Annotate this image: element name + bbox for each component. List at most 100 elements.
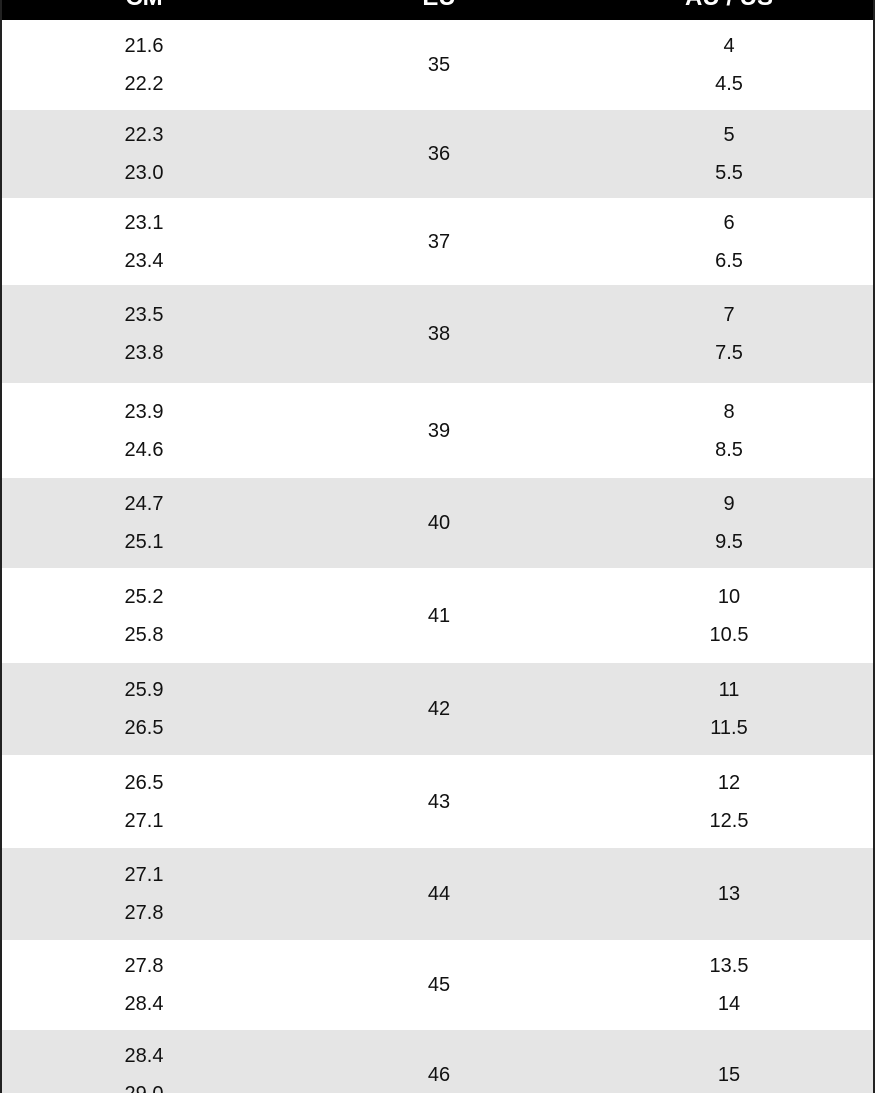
cm-value: 28.4 [124, 993, 164, 1015]
cm-cell: 27.8 28.4 [24, 940, 264, 1030]
cm-cell: 23.5 23.8 [24, 285, 264, 383]
cm-value: 22.2 [124, 73, 164, 95]
cm-cell: 25.2 25.8 [24, 568, 264, 663]
cm-value: 23.0 [124, 162, 164, 184]
au-cell: 13.5 14 [609, 940, 849, 1030]
au-value: 6.5 [715, 249, 743, 272]
eu-value: 41 [427, 604, 451, 627]
table-row: 28.4 29.0 46 15 [2, 1030, 873, 1093]
au-value: 4.5 [715, 73, 743, 95]
eu-cell: 43 [319, 755, 559, 848]
cm-value: 26.5 [124, 771, 164, 794]
au-value: 7.5 [715, 342, 743, 364]
au-value: 9 [723, 493, 735, 515]
cm-value: 25.1 [124, 531, 164, 553]
cm-value: 28.4 [124, 1045, 164, 1067]
header-cell: EU [319, 0, 559, 20]
eu-cell: 44 [319, 848, 559, 940]
header-cell: CM [24, 0, 264, 20]
au-cell: 12 12.5 [609, 755, 849, 848]
au-value: 11 [718, 679, 740, 701]
cm-cell: 23.1 23.4 [24, 198, 264, 285]
au-value: 12 [717, 771, 741, 794]
table-row: 22.3 23.0 36 5 5.5 [2, 110, 873, 198]
header-cell: AU / US [609, 0, 849, 20]
au-value: 6 [723, 211, 735, 234]
au-cell: 11 11.5 [609, 663, 849, 755]
cm-value: 21.6 [124, 35, 164, 57]
eu-cell: 39 [319, 383, 559, 478]
cm-value: 25.2 [124, 585, 164, 608]
cm-value: 23.1 [124, 211, 164, 234]
table-row: 27.1 27.8 44 13 [2, 848, 873, 940]
cm-value: 26.5 [124, 717, 164, 739]
eu-cell: 46 [319, 1030, 559, 1093]
au-cell: 10 10.5 [609, 568, 849, 663]
au-value: 9.5 [715, 531, 743, 553]
cm-value: 24.7 [124, 493, 164, 515]
cm-cell: 28.4 29.0 [24, 1030, 264, 1093]
table-row: 21.6 22.2 35 4 4.5 [2, 20, 873, 110]
cm-cell: 27.1 27.8 [24, 848, 264, 940]
eu-cell: 38 [319, 285, 559, 383]
cm-cell: 25.9 26.5 [24, 663, 264, 755]
au-value: 4 [723, 35, 735, 57]
cm-value: 27.1 [124, 809, 164, 832]
cm-cell: 24.7 25.1 [24, 478, 264, 568]
au-value: 14 [717, 993, 741, 1015]
table-row: 25.2 25.8 41 10 10.5 [2, 568, 873, 663]
eu-cell: 36 [319, 110, 559, 198]
au-value: 13 [717, 883, 741, 905]
au-value: 8.5 [715, 438, 743, 461]
eu-value: 45 [427, 974, 451, 996]
au-cell: 8 8.5 [609, 383, 849, 478]
cm-cell: 22.3 23.0 [24, 110, 264, 198]
eu-cell: 37 [319, 198, 559, 285]
cm-value: 25.8 [124, 623, 164, 646]
au-value: 5 [723, 124, 735, 146]
cm-value: 23.4 [124, 249, 164, 272]
au-value: 10.5 [709, 623, 749, 646]
eu-value: 42 [427, 698, 451, 720]
au-value: 15 [717, 1064, 741, 1086]
table-row: 26.5 27.1 43 12 12.5 [2, 755, 873, 848]
eu-value: 36 [427, 143, 451, 165]
cm-value: 25.9 [124, 679, 164, 701]
au-value: 8 [723, 400, 735, 423]
table-row: 23.5 23.8 38 7 7.5 [2, 285, 873, 383]
au-cell: 7 7.5 [609, 285, 849, 383]
au-value: 7 [723, 304, 735, 326]
eu-cell: 40 [319, 478, 559, 568]
au-cell: 6 6.5 [609, 198, 849, 285]
eu-cell: 42 [319, 663, 559, 755]
au-value: 13.5 [709, 955, 749, 977]
cm-cell: 26.5 27.1 [24, 755, 264, 848]
cm-cell: 21.6 22.2 [24, 20, 264, 110]
table-row: 25.9 26.5 42 11 11.5 [2, 663, 873, 755]
cm-value: 27.8 [124, 902, 164, 924]
eu-value: 46 [427, 1064, 451, 1086]
header-row: CM EU AU / US [2, 0, 873, 20]
cm-value: 23.8 [124, 342, 164, 364]
table-row: 23.1 23.4 37 6 6.5 [2, 198, 873, 285]
eu-value: 44 [427, 883, 451, 905]
au-value: 12.5 [709, 809, 749, 832]
au-value: 5.5 [715, 162, 743, 184]
eu-value: 38 [427, 323, 451, 345]
au-cell: 13 [609, 848, 849, 940]
eu-cell: 35 [319, 20, 559, 110]
eu-value: 40 [427, 512, 451, 534]
cm-value: 27.8 [124, 955, 164, 977]
eu-value: 39 [427, 419, 451, 442]
au-value: 10 [717, 585, 741, 608]
table-row: 23.9 24.6 39 8 8.5 [2, 383, 873, 478]
cm-value: 22.3 [124, 124, 164, 146]
cm-value: 23.5 [124, 304, 164, 326]
eu-cell: 45 [319, 940, 559, 1030]
eu-value: 43 [427, 790, 451, 813]
cm-cell: 23.9 24.6 [24, 383, 264, 478]
au-cell: 15 [609, 1030, 849, 1093]
table-row: 27.8 28.4 45 13.5 14 [2, 940, 873, 1030]
au-cell: 4 4.5 [609, 20, 849, 110]
